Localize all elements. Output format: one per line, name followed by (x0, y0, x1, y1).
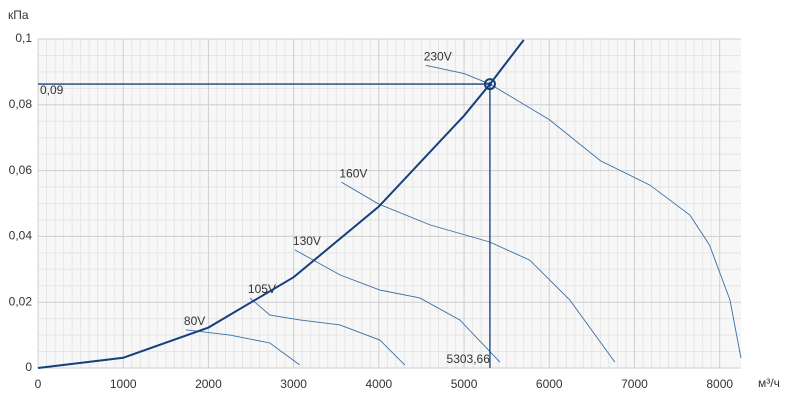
curve-label: 80V (184, 314, 205, 328)
curve-label: 130V (293, 234, 321, 248)
y-tick-label: 0,06 (9, 163, 33, 177)
x-tick-label: 8000 (706, 377, 733, 391)
y-tick-label: 0,1 (15, 31, 32, 45)
fan-curve (425, 64, 742, 359)
x-tick-label: 4000 (365, 377, 392, 391)
curve-label: 230V (424, 49, 452, 63)
x-tick-label: 3000 (280, 377, 307, 391)
x-tick-label: 0 (35, 377, 42, 391)
y-tick-label: 0,02 (9, 294, 33, 308)
operating-x-label: 5303,66 (447, 352, 491, 366)
fan-curve (294, 249, 501, 363)
fan-curve (185, 329, 301, 366)
curve-label: 160V (339, 166, 367, 180)
x-tick-label: 2000 (195, 377, 222, 391)
x-tick-label: 6000 (536, 377, 563, 391)
operating-point-dot (487, 82, 492, 87)
x-tick-label: 1000 (110, 377, 137, 391)
fan-curve (249, 297, 406, 366)
operating-y-label: 0,09 (40, 83, 64, 97)
y-tick-label: 0,08 (9, 97, 33, 111)
system-curve (37, 39, 525, 369)
y-tick-label: 0,04 (9, 229, 33, 243)
x-tick-label: 7000 (621, 377, 648, 391)
x-tick-label: 5000 (451, 377, 478, 391)
y-tick-label: 0 (25, 360, 32, 374)
x-axis-label: м³/ч (758, 376, 780, 390)
y-axis-label: кПа (8, 8, 29, 22)
operating-point (483, 78, 496, 91)
